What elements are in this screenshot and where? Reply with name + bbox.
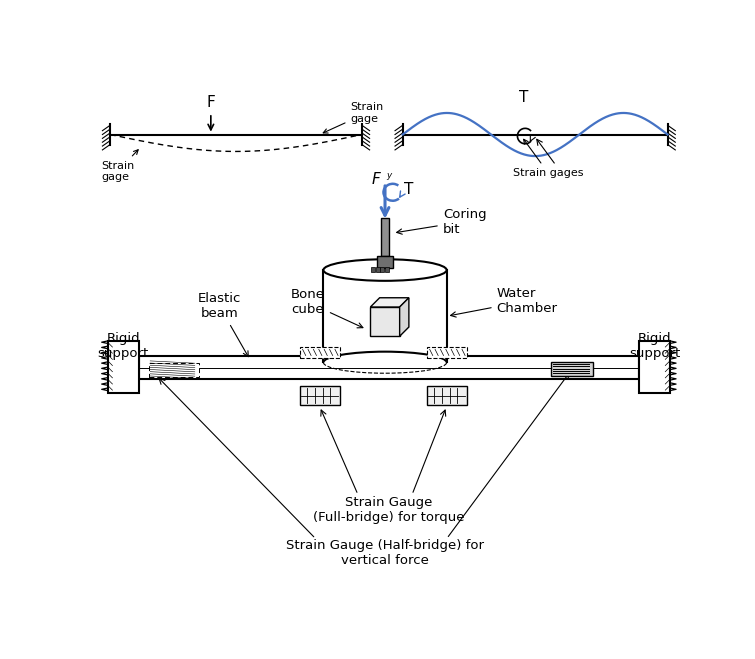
Text: Strain Gauge (Half-bridge) for
vertical force: Strain Gauge (Half-bridge) for vertical … [286, 538, 484, 567]
Text: Bone
cube: Bone cube [291, 289, 363, 328]
Text: Water
Chamber: Water Chamber [451, 287, 558, 317]
Text: F: F [206, 95, 215, 110]
Bar [371, 267, 375, 272]
Text: T: T [519, 90, 528, 105]
Bar [139, 357, 639, 380]
Text: Strain
gage: Strain gage [101, 150, 138, 183]
Text: $F$: $F$ [371, 171, 382, 187]
Bar [108, 341, 139, 393]
Polygon shape [371, 298, 409, 307]
Text: Rigid
support: Rigid support [629, 331, 680, 360]
Text: Strain Gauge
(Full-bridge) for torque: Strain Gauge (Full-bridge) for torque [313, 496, 464, 525]
Ellipse shape [323, 259, 447, 281]
Bar [427, 386, 467, 405]
Bar [381, 217, 389, 256]
Bar [149, 363, 199, 377]
Bar [639, 341, 670, 393]
Text: $_y$: $_y$ [386, 171, 393, 183]
Bar [550, 362, 593, 376]
Text: Elastic
beam: Elastic beam [198, 292, 248, 357]
Bar [323, 270, 447, 362]
Polygon shape [399, 298, 409, 336]
Bar [427, 347, 467, 358]
Bar [300, 386, 340, 405]
Bar [381, 267, 384, 272]
Bar [385, 267, 389, 272]
Text: Strain gages: Strain gages [513, 139, 584, 178]
Text: Strain
gage: Strain gage [323, 102, 384, 133]
Bar [376, 267, 380, 272]
Bar [371, 307, 399, 336]
Bar [300, 347, 340, 358]
Text: T: T [404, 182, 414, 196]
Text: Coring
bit: Coring bit [396, 208, 486, 235]
Bar [378, 256, 393, 268]
Text: Rigid
support: Rigid support [97, 331, 149, 360]
